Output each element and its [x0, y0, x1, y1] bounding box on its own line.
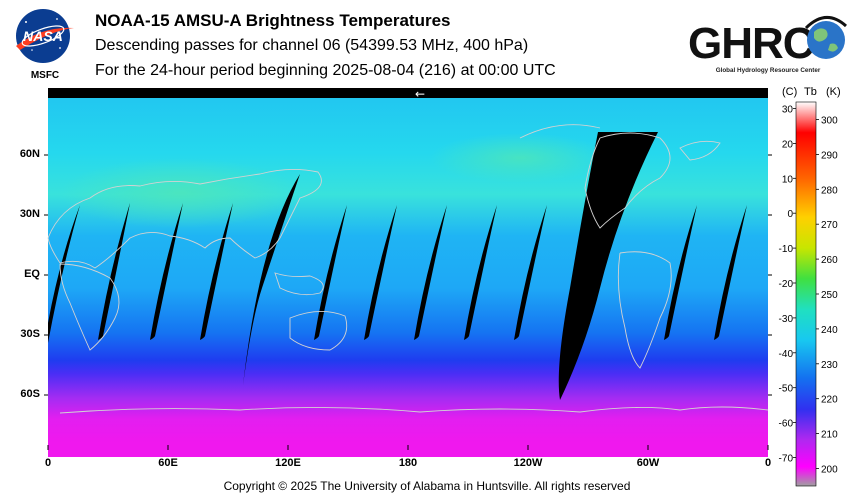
coastline-north-america — [584, 132, 671, 229]
scale-kelvin-label: 240 — [821, 325, 838, 336]
lon-label-180: 180 — [398, 457, 418, 469]
lat-label-60s: 60S — [20, 388, 40, 400]
lon-ticks — [47, 445, 769, 450]
lon-label-0: 0 — [44, 457, 52, 469]
scale-kelvin-label: 280 — [821, 185, 838, 196]
coastline-eurasia — [47, 169, 322, 269]
ghrc-logo: GHRC Global Hydrology Resource Center — [686, 8, 850, 80]
coastline-indonesia — [274, 272, 324, 296]
channel-subtitle: Descending passes for channel 06 (54399.… — [95, 37, 529, 54]
scale-kelvin-label: 270 — [821, 220, 838, 231]
swath-gap — [514, 205, 547, 340]
swath-gap — [414, 205, 447, 340]
swath-gap — [364, 205, 397, 340]
scale-header-k: (K) — [826, 86, 841, 98]
coastline-south-america — [617, 251, 672, 369]
scale-celsius-label: -30 — [779, 314, 794, 325]
direction-arrow: ← — [415, 88, 425, 101]
lon-label-120e: 120E — [275, 457, 301, 469]
lat-ticks — [44, 154, 772, 396]
warm-patch-asia — [60, 158, 300, 228]
scale-bar — [795, 101, 817, 487]
scale-kelvin-label: 230 — [821, 360, 838, 371]
swath-gap — [150, 203, 183, 340]
coastlines — [47, 124, 769, 414]
lat-label-30n: 30N — [19, 208, 40, 220]
scale-celsius-label: 10 — [782, 174, 794, 185]
lon-label-60e: 60E — [158, 457, 178, 469]
swath-gap — [98, 203, 130, 340]
scale-kelvin-label: 250 — [821, 290, 838, 301]
coastline-africa — [59, 263, 120, 351]
scale-kelvin-label: 220 — [821, 395, 838, 406]
nasa-logo: NASA MSFC — [12, 8, 76, 81]
lon-label-0-east: 0 — [764, 457, 772, 469]
ghrc-tagline: Global Hydrology Resource Center — [716, 67, 821, 74]
swath-gap — [314, 205, 347, 340]
scale-celsius-label: -60 — [779, 419, 794, 430]
scale-celsius-label: 30 — [782, 105, 794, 116]
swath-gap — [200, 203, 233, 340]
lon-label-120w: 120W — [513, 457, 543, 469]
brightness-temperature-map: ← — [44, 88, 772, 457]
coastline-australia — [289, 311, 348, 351]
scale-header-c: (C) — [782, 86, 797, 98]
page-title: NOAA-15 AMSU-A Brightness Temperatures — [95, 11, 451, 30]
swath-gaps — [48, 132, 747, 400]
scale-kelvin-label: 210 — [821, 430, 838, 441]
lon-label-60w: 60W — [636, 457, 660, 469]
msfc-label: MSFC — [31, 70, 59, 80]
lat-label-30s: 30S — [20, 328, 40, 340]
swath-gap — [714, 205, 747, 340]
lat-label-eq: EQ — [24, 268, 40, 280]
swath-gap — [558, 132, 658, 400]
ghrc-wordmark: GHRC — [688, 19, 814, 68]
scale-kelvin-label: 300 — [821, 116, 838, 127]
swath-gap — [664, 205, 697, 340]
swath-gap — [464, 205, 497, 340]
coastline-antarctica — [59, 406, 769, 414]
copyright-notice: Copyright © 2025 The University of Alaba… — [223, 479, 631, 493]
lat-label-60n: 60N — [19, 148, 40, 160]
color-scale: (C) Tb (K) 30029028027026025024023022021… — [779, 86, 841, 487]
scale-celsius-label: -40 — [779, 349, 794, 360]
scale-celsius-label: -50 — [779, 384, 794, 395]
map-top-bar — [48, 88, 768, 98]
coastline-alaska — [519, 124, 601, 139]
coastline-greenland — [679, 140, 721, 161]
temperature-field — [48, 98, 768, 443]
scale-header-tb: Tb — [804, 86, 817, 98]
nasa-wordmark: NASA — [23, 28, 63, 44]
scale-celsius-label: -10 — [779, 244, 794, 255]
scale-kelvin-label: 290 — [821, 150, 838, 161]
scale-celsius-label: 0 — [787, 209, 793, 220]
scale-kelvin-label: 260 — [821, 255, 838, 266]
scale-celsius-label: -70 — [779, 454, 794, 465]
warm-patch-pacific — [430, 133, 610, 183]
period-subtitle: For the 24-hour period beginning 2025-08… — [95, 62, 556, 79]
scale-celsius-label: -20 — [779, 279, 794, 290]
scale-kelvin-label: 200 — [821, 465, 838, 476]
scale-celsius-label: 20 — [782, 139, 794, 150]
scale-ticks: 300 290 280 270 260 250 240 230 220 210 200 30 20 10 0… — [779, 105, 839, 476]
